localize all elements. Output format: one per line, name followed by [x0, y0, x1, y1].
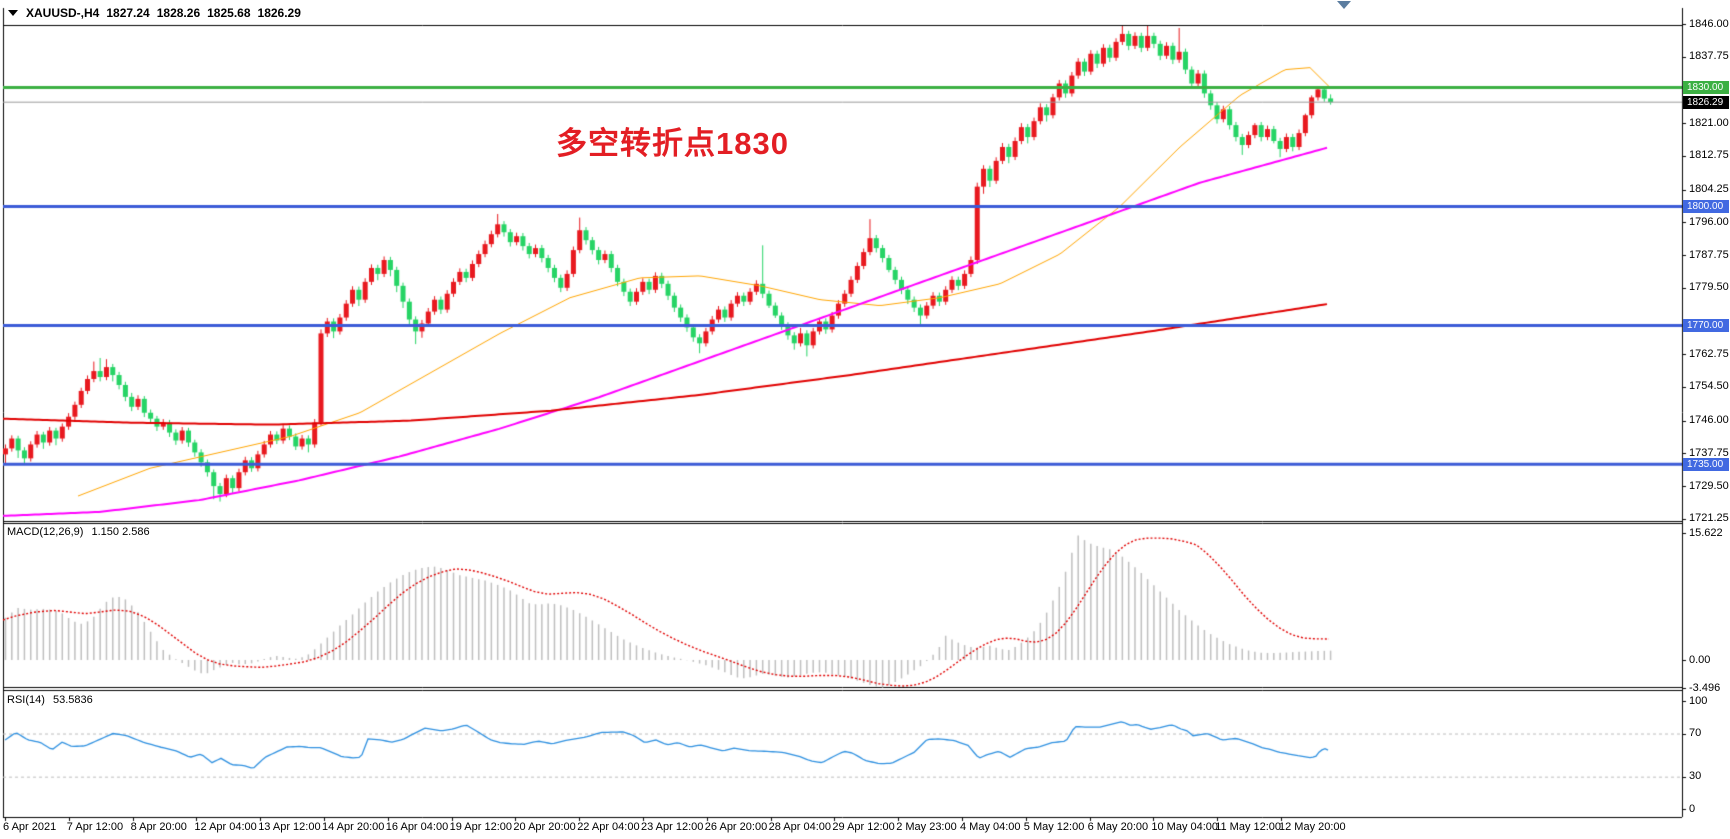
time-tick-label: 8 Apr 20:00 — [130, 821, 187, 833]
rsi-value: 53.5836 — [52, 694, 93, 706]
macd-name: MACD(12,26,9) — [7, 526, 84, 538]
time-tick-label: 5 May 12:00 — [1023, 821, 1085, 833]
chart-shift-marker-icon[interactable] — [1337, 1, 1351, 9]
price-tick-label: 1796.00 — [1689, 215, 1729, 228]
time-tick-label: 19 Apr 12:00 — [449, 821, 512, 833]
price-tick-label: 1779.50 — [1689, 281, 1729, 294]
price-tick-label: 1846.00 — [1689, 17, 1729, 30]
ohlc-close: 1826.29 — [257, 6, 301, 20]
price-tick-label: 1754.50 — [1689, 380, 1729, 393]
price-level-label: 1826.29 — [1683, 95, 1729, 109]
symbol-dropdown-icon[interactable] — [8, 10, 18, 16]
time-tick-label: 26 Apr 20:00 — [704, 821, 768, 833]
time-tick-label: 29 Apr 12:00 — [832, 821, 895, 833]
rsi-tick-label: 30 — [1689, 770, 1702, 783]
price-tick-label: 1729.50 — [1689, 479, 1729, 492]
price-tick-label: 1821.00 — [1689, 116, 1729, 129]
price-level-label: 1770.00 — [1683, 318, 1729, 332]
price-tick-label: 1837.75 — [1689, 50, 1729, 63]
time-tick-label: 22 Apr 04:00 — [577, 821, 640, 833]
price-tick-label: 1721.25 — [1689, 512, 1729, 525]
price-tick-label: 1804.25 — [1689, 183, 1729, 196]
time-tick-label: 16 Apr 04:00 — [385, 821, 449, 833]
ohlc-open: 1827.24 — [106, 6, 150, 20]
annotation-text: 多空转折点1830 — [556, 126, 789, 161]
time-tick-label: 2 May 23:00 — [896, 821, 957, 833]
time-tick-label: 23 Apr 12:00 — [641, 821, 704, 833]
time-tick-label: 7 Apr 12:00 — [66, 821, 124, 833]
chart-title: XAUUSD-,H4 1827.24 1828.26 1825.68 1826.… — [8, 4, 301, 22]
ohlc-low: 1825.68 — [207, 6, 251, 20]
time-tick-label: 6 May 20:00 — [1087, 821, 1149, 833]
rsi-tick-label: 70 — [1689, 727, 1702, 740]
price-level-label: 1735.00 — [1683, 457, 1729, 471]
time-tick-label: 14 Apr 20:00 — [322, 821, 385, 833]
time-tick-label: 12 May 20:00 — [1279, 821, 1346, 833]
price-tick-label: 1746.00 — [1689, 414, 1729, 427]
price-level-label: 1800.00 — [1683, 199, 1729, 213]
macd-tick-label: -3.496 — [1689, 681, 1721, 694]
time-tick-label: 6 Apr 2021 — [3, 821, 57, 833]
time-tick-label: 28 Apr 04:00 — [768, 821, 831, 833]
time-tick-label: 11 May 12:00 — [1215, 821, 1282, 833]
price-tick-label: 1737.75 — [1689, 446, 1729, 459]
time-tick-label: 4 May 04:00 — [960, 821, 1021, 833]
symbol-period-label: XAUUSD-,H4 — [26, 6, 100, 20]
price-tick-label: 1762.75 — [1689, 347, 1729, 360]
time-tick-label: 13 Apr 12:00 — [258, 821, 321, 833]
macd-tick-label: 0.00 — [1689, 653, 1711, 666]
rsi-indicator-label: RSI(14) 53.5836 — [7, 694, 93, 706]
time-tick-label: 20 Apr 20:00 — [513, 821, 576, 833]
macd-values: 1.150 2.586 — [91, 526, 150, 538]
price-level-label: 1830.00 — [1683, 80, 1729, 94]
time-tick-label: 12 Apr 04:00 — [194, 821, 257, 833]
price-tick-label: 1812.75 — [1689, 149, 1729, 162]
price-tick-label: 1787.75 — [1689, 248, 1729, 261]
time-tick-label: 10 May 04:00 — [1151, 821, 1219, 833]
rsi-tick-label: 100 — [1689, 694, 1708, 707]
macd-tick-label: 15.622 — [1689, 526, 1723, 539]
ohlc-high: 1828.26 — [156, 6, 201, 20]
macd-indicator-label: MACD(12,26,9) 1.150 2.586 — [7, 526, 150, 538]
rsi-name: RSI(14) — [7, 694, 45, 706]
rsi-tick-label: 0 — [1689, 802, 1696, 815]
